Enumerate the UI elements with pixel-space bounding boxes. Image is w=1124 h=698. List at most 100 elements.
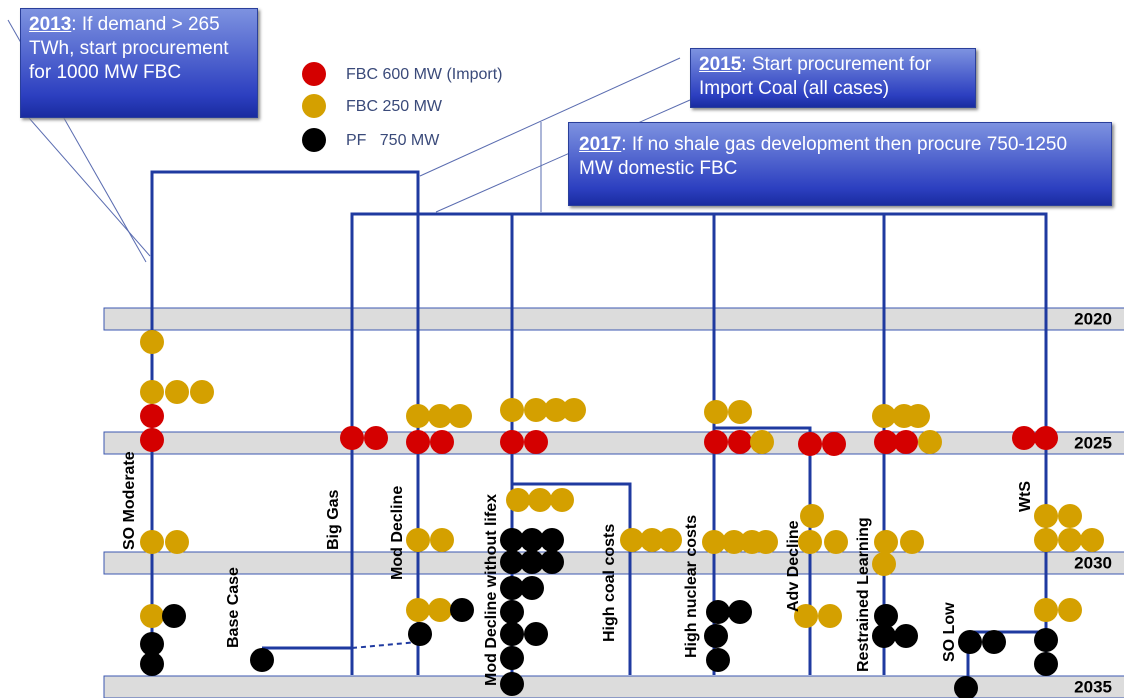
scenario-label: Mod Decline <box>389 486 406 580</box>
plant-dot <box>1034 628 1058 652</box>
plant-dot <box>406 528 430 552</box>
plant-dot <box>406 430 430 454</box>
plant-dot <box>430 528 454 552</box>
plant-dot <box>540 550 564 574</box>
plant-dot <box>562 398 586 422</box>
plant-dot <box>702 530 726 554</box>
plant-dot <box>894 430 918 454</box>
plant-dot <box>406 598 430 622</box>
plant-dot <box>620 528 644 552</box>
plant-dot <box>340 426 364 450</box>
plant-dot <box>140 652 164 676</box>
callout-year: 2017 <box>579 134 622 155</box>
plant-dot <box>798 530 822 554</box>
plant-dot <box>704 400 728 424</box>
plant-dot <box>728 430 752 454</box>
plant-dot <box>520 550 544 574</box>
legend-label: PF 750 MW <box>346 132 440 149</box>
plant-dot <box>1034 504 1058 528</box>
plant-dot <box>524 622 548 646</box>
plant-dot <box>1012 426 1036 450</box>
callout: 2017: If no shale gas development then p… <box>568 122 1112 206</box>
plant-dot <box>250 648 274 672</box>
scenario-label: WtS <box>1017 481 1034 512</box>
callout-pointers <box>7 19 691 263</box>
band <box>103 307 1124 331</box>
plant-dot <box>550 488 574 512</box>
plant-dot <box>500 528 524 552</box>
callout-year: 2015 <box>699 54 742 75</box>
plant-dot <box>190 380 214 404</box>
plant-dot <box>824 530 848 554</box>
scenario-label: SO Low <box>941 602 958 662</box>
scenario-label: Mod Decline without lifex <box>483 494 500 686</box>
decision-tree <box>150 170 1048 690</box>
plant-dot <box>500 672 524 696</box>
callout-text: : If demand > 265 TWh, start procurement… <box>29 14 229 83</box>
plant-dot <box>520 576 544 600</box>
plant-dot <box>1058 528 1082 552</box>
band <box>103 431 1124 455</box>
scenario-label: Restrained Learning <box>855 517 872 672</box>
plant-dot <box>754 530 778 554</box>
plant-dot <box>794 604 818 628</box>
callout-text: : If no shale gas development then procu… <box>579 134 1068 179</box>
callout: 2013: If demand > 265 TWh, start procure… <box>20 8 258 118</box>
plant-dot <box>524 398 548 422</box>
plant-dot <box>872 404 896 428</box>
plant-dot <box>430 430 454 454</box>
plant-dot <box>1034 652 1058 676</box>
callout-text: : Start procurement for Import Coal (all… <box>699 54 932 99</box>
plant-dot <box>704 430 728 454</box>
plant-dot <box>818 604 842 628</box>
plant-dot <box>1034 528 1058 552</box>
scenario-label: High nuclear costs <box>683 515 700 658</box>
plant-dot <box>140 632 164 656</box>
plant-dot <box>906 404 930 428</box>
scenario-label: High coal costs <box>601 524 618 642</box>
plant-dot <box>428 598 452 622</box>
plant-dot <box>500 622 524 646</box>
plant-dot <box>728 400 752 424</box>
legend-label: FBC 600 MW (Import) <box>346 66 502 83</box>
legend-dot <box>302 62 326 86</box>
plant-dot <box>500 430 524 454</box>
plant-dot <box>500 576 524 600</box>
plant-dot <box>528 488 552 512</box>
plant-dot <box>140 404 164 428</box>
plant-dot <box>524 430 548 454</box>
plant-dot <box>540 528 564 552</box>
plant-dot <box>1058 598 1082 622</box>
plant-dot <box>798 432 822 456</box>
plant-dot <box>140 380 164 404</box>
plant-dot <box>364 426 388 450</box>
plant-dot <box>140 428 164 452</box>
plant-dot <box>900 530 924 554</box>
plant-dot <box>706 648 730 672</box>
year-label: 2035 <box>1074 677 1112 696</box>
plant-dot <box>140 604 164 628</box>
plant-dot <box>822 432 846 456</box>
plant-dot <box>450 598 474 622</box>
plant-dot <box>500 550 524 574</box>
band <box>103 551 1124 575</box>
scenario-label: SO Moderate <box>121 451 138 550</box>
legend-dot <box>302 128 326 152</box>
callout-year: 2013 <box>29 14 72 35</box>
scenario-label: Big Gas <box>325 489 342 550</box>
plant-dot <box>982 630 1006 654</box>
plant-dot <box>165 380 189 404</box>
plant-dot <box>658 528 682 552</box>
plant-dot <box>500 600 524 624</box>
plant-dot <box>1080 528 1104 552</box>
plant-dot <box>500 646 524 670</box>
plant-dot <box>872 552 896 576</box>
plant-dot <box>520 528 544 552</box>
callout: 2015: Start procurement for Import Coal … <box>690 48 976 108</box>
plant-dot <box>1034 426 1058 450</box>
plant-dot <box>165 530 189 554</box>
plant-dot <box>874 530 898 554</box>
plant-dot <box>506 488 530 512</box>
